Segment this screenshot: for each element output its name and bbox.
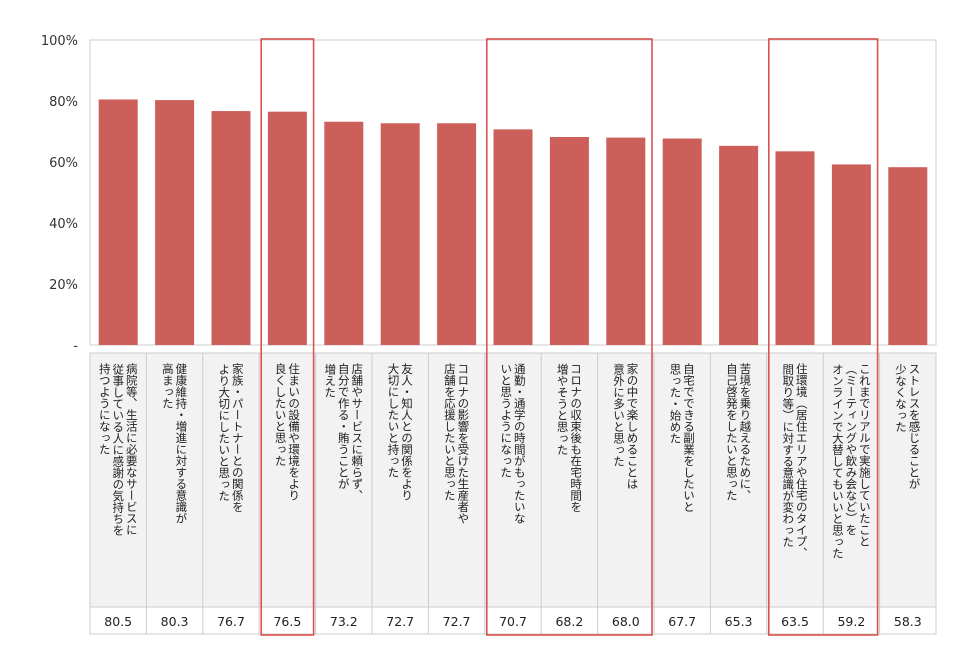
category-label: 友人・知人との関係をより大切にしたいと持った bbox=[386, 362, 414, 501]
category-label: 家の中で楽しめることは意外に多いと思った bbox=[612, 362, 640, 489]
value-label: 58.3 bbox=[894, 614, 922, 629]
bar bbox=[437, 123, 477, 345]
y-tick-label: 60% bbox=[49, 156, 78, 171]
bar bbox=[888, 167, 928, 345]
value-label: 72.7 bbox=[386, 614, 414, 629]
category-label: 家族・パートナーとの関係をより大切にしたいと思った bbox=[217, 362, 245, 512]
value-label: 76.7 bbox=[217, 614, 245, 629]
value-label: 70.7 bbox=[499, 614, 527, 629]
bar bbox=[267, 111, 307, 345]
value-label: 68.2 bbox=[555, 614, 583, 629]
value-table bbox=[89, 606, 937, 635]
category-label: 住まいの設備や環境をより良くしたいと思った bbox=[274, 362, 302, 501]
bar bbox=[831, 164, 871, 345]
highlight-box bbox=[485, 38, 653, 636]
value-label: 59.2 bbox=[837, 614, 865, 629]
bar bbox=[98, 99, 138, 345]
category-label: 住環境（居住エリアや住宅のタイプ、間取り等）に対する意識が変わった bbox=[781, 362, 809, 558]
bar bbox=[324, 121, 364, 346]
value-label: 76.5 bbox=[273, 614, 301, 629]
bar bbox=[775, 151, 815, 345]
category-label: 通勤・通学の時間がもったいないと思うようになった bbox=[499, 363, 527, 524]
value-label: 67.7 bbox=[668, 614, 696, 629]
y-tick-label: 40% bbox=[49, 217, 78, 232]
y-tick-label: 20% bbox=[49, 278, 78, 293]
bar bbox=[719, 145, 759, 345]
highlight-box bbox=[767, 38, 879, 636]
category-table bbox=[89, 352, 937, 608]
category-label: 病院等、生活に必要なサービスに従事している人に感謝の気持ちを持つようになった bbox=[98, 362, 139, 535]
value-label: 63.5 bbox=[781, 614, 809, 629]
value-label: 80.5 bbox=[104, 614, 132, 629]
bar bbox=[606, 137, 646, 345]
category-label: 自宅でできる副業をしたいと思った・始めた bbox=[668, 363, 696, 513]
category-label: 健康維持・増進に対する意識が高まった bbox=[161, 362, 189, 524]
bar bbox=[662, 138, 702, 345]
bar bbox=[549, 136, 589, 345]
category-label: 店舗やサービスに頼らず、自分で作る・賄うことが増えた bbox=[323, 362, 364, 501]
value-label: 72.7 bbox=[443, 614, 471, 629]
category-label: 苦境を乗り越えるために、自己啓発をしたいと思った bbox=[725, 363, 753, 501]
bar bbox=[211, 111, 251, 345]
y-tick-label: 100% bbox=[41, 34, 78, 49]
bar bbox=[380, 123, 420, 345]
value-label: 80.3 bbox=[161, 614, 189, 629]
value-label: 65.3 bbox=[725, 614, 753, 629]
category-label: ストレスを感じることが少なくなった bbox=[894, 363, 922, 490]
y-tick-label: - bbox=[73, 339, 78, 354]
category-label: これまでリアルで実施していたこと（ミーティングや飲み会など）をオンラインで大替し… bbox=[831, 363, 872, 559]
highlight-box bbox=[260, 38, 315, 636]
bar bbox=[155, 100, 195, 346]
value-label: 73.2 bbox=[330, 614, 358, 629]
category-label: コロナの収束後も在宅時間を増やそうと思った bbox=[556, 363, 584, 513]
bar bbox=[493, 129, 533, 345]
y-tick-label: 80% bbox=[49, 95, 78, 110]
category-label: コロナの影響を受けた生産者や店舗を応援したいと思った bbox=[443, 362, 471, 524]
value-label: 68.0 bbox=[612, 614, 640, 629]
